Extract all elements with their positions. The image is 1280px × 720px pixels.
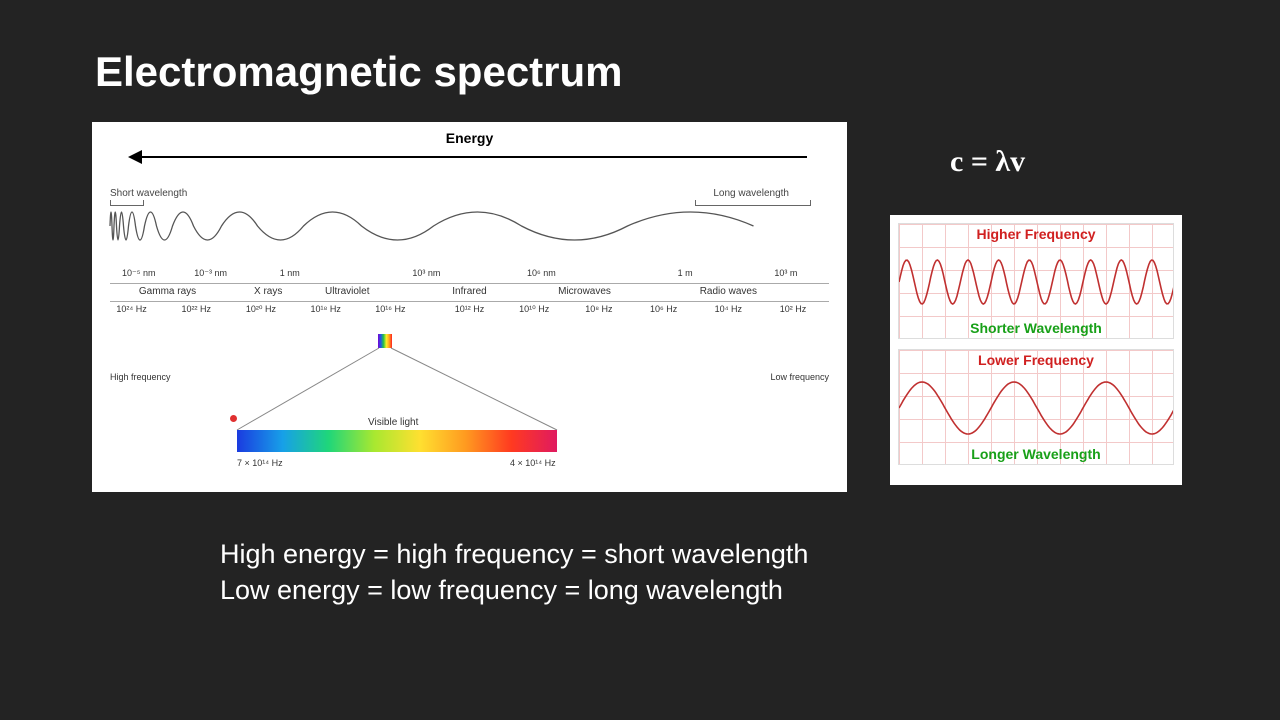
summary-text: High energy = high frequency = short wav… bbox=[220, 536, 808, 609]
summary-line-1: High energy = high frequency = short wav… bbox=[220, 536, 808, 572]
page-title: Electromagnetic spectrum bbox=[95, 48, 623, 96]
spectrum-diagram: Energy Short wavelength Long wavelength … bbox=[92, 122, 847, 492]
lower-freq-label: Lower Frequency bbox=[899, 352, 1173, 368]
longer-wl-label: Longer Wavelength bbox=[899, 446, 1173, 462]
lower-frequency-box: Lower Frequency Longer Wavelength bbox=[898, 349, 1174, 465]
visible-light-label: Visible light bbox=[368, 417, 418, 428]
visible-spectrum-bar bbox=[237, 430, 557, 452]
higher-freq-label: Higher Frequency bbox=[899, 226, 1173, 242]
higher-frequency-box: Higher Frequency Shorter Wavelength bbox=[898, 223, 1174, 339]
summary-line-2: Low energy = low frequency = long wavele… bbox=[220, 572, 808, 608]
visible-left-value: 7 × 10¹⁴ Hz bbox=[237, 458, 283, 468]
pointer-dot bbox=[230, 415, 237, 422]
wave-equation: c = λv bbox=[950, 145, 1025, 179]
frequency-comparison-panel: Higher Frequency Shorter Wavelength Lowe… bbox=[890, 215, 1182, 485]
shorter-wl-label: Shorter Wavelength bbox=[899, 320, 1173, 336]
visible-right-value: 4 × 10¹⁴ Hz bbox=[510, 458, 556, 468]
